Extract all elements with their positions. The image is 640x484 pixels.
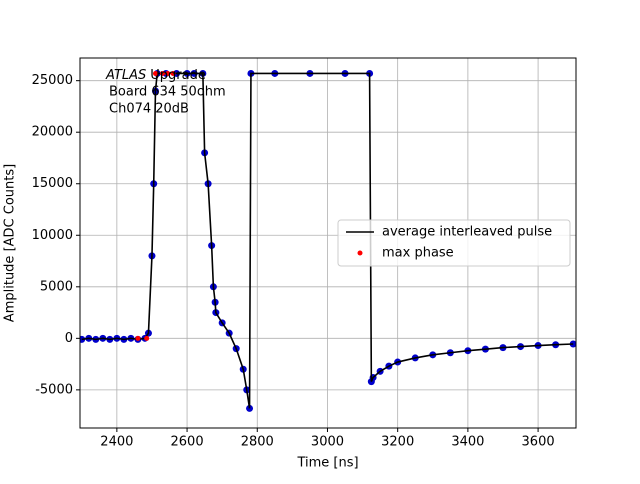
legend-box xyxy=(337,219,571,267)
point xyxy=(152,70,158,76)
annotation-line: Board 634 50ohm xyxy=(109,85,226,100)
y-tick-label: 25000 xyxy=(32,73,73,88)
y-tick-label: 10000 xyxy=(32,228,73,243)
x-tick-label: 2600 xyxy=(171,435,204,450)
axes-frame xyxy=(79,57,577,429)
x-tick-label: 3000 xyxy=(311,435,344,450)
x-tick-label: 3600 xyxy=(522,435,555,450)
y-tick-label: 0 xyxy=(65,331,73,346)
plot xyxy=(80,69,576,412)
x-tick-label: 2400 xyxy=(100,435,133,450)
annotation: ATLAS Upgrade xyxy=(105,68,206,83)
y-tick-label: -5000 xyxy=(35,382,73,397)
y-tick-label: 5000 xyxy=(40,279,73,294)
point xyxy=(144,335,150,341)
point xyxy=(165,70,171,76)
annotation-line: Ch074 20dB xyxy=(109,102,189,117)
annotation-experiment: ATLAS xyxy=(105,68,146,83)
x-tick-label: 2800 xyxy=(241,435,274,450)
x-tick-label: 3400 xyxy=(451,435,484,450)
x-tick-label: 3200 xyxy=(381,435,414,450)
point xyxy=(159,70,165,76)
annotation-label: Upgrade xyxy=(150,68,206,83)
y-tick-label: 15000 xyxy=(32,176,73,191)
line xyxy=(81,72,574,409)
legend-label: average interleaved pulse xyxy=(382,225,552,240)
legend-marker xyxy=(357,250,363,256)
point xyxy=(135,335,141,341)
point xyxy=(170,70,176,76)
y-axis-label: Amplitude [ADC Counts] xyxy=(3,164,18,322)
legend-label: max phase xyxy=(382,246,454,261)
y-tick-label: 20000 xyxy=(32,125,73,140)
x-axis-label: Time [ns] xyxy=(296,456,358,471)
